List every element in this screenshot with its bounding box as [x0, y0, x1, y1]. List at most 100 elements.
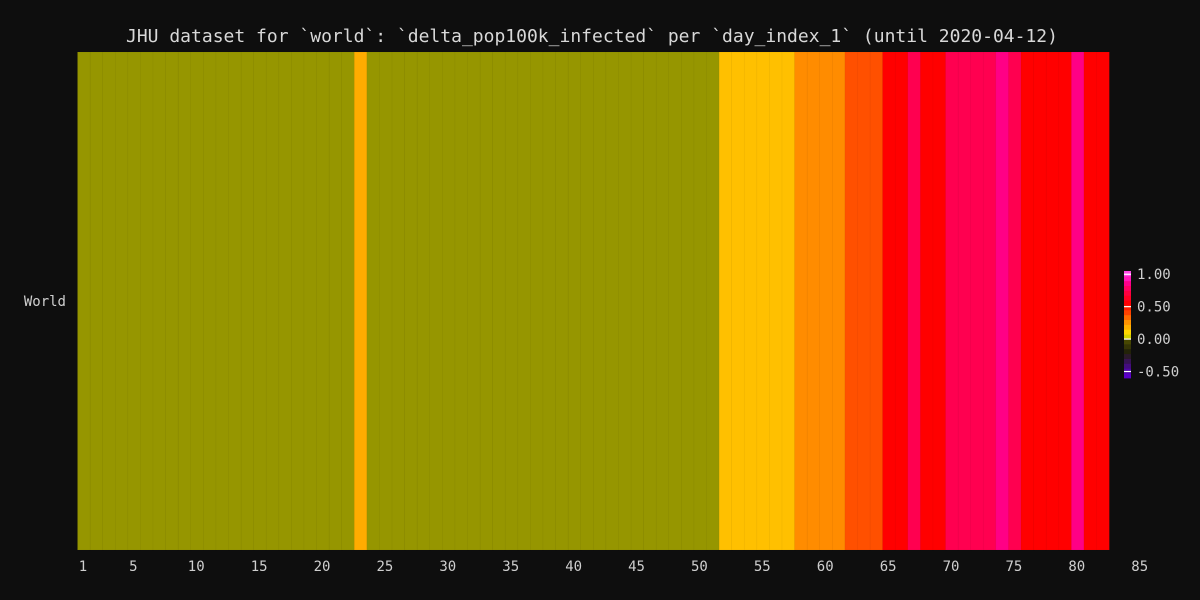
heatmap-cell [769, 51, 783, 551]
heatmap-cell [102, 51, 116, 551]
heatmap-cell [794, 51, 808, 551]
heatmap-cell [945, 51, 959, 551]
x-tick-label: 20 [314, 559, 331, 575]
x-tick-label: 1 [79, 559, 87, 575]
colorbar-segment [1124, 280, 1131, 286]
heatmap-cell [844, 51, 859, 551]
heatmap-cell [920, 51, 934, 551]
colorbar-segment [1124, 334, 1131, 340]
colorbar-segment [1124, 363, 1131, 369]
heatmap-cell [756, 51, 771, 551]
heatmap-cell [492, 51, 506, 551]
heatmap-cell [165, 51, 179, 551]
x-tick-label: 50 [691, 559, 708, 575]
heatmap-cell [1071, 51, 1085, 551]
colorbar-segment [1124, 324, 1131, 330]
heatmap-cell [681, 51, 695, 551]
heatmap-cell [228, 51, 242, 551]
colorbar-segment [1124, 300, 1131, 306]
heatmap-cell [316, 51, 330, 551]
x-tick-label: 80 [1068, 559, 1085, 575]
colorbar-segment [1124, 353, 1131, 359]
heatmap-cell [240, 51, 255, 551]
colorbar-tick-label: 1.00 [1137, 267, 1171, 283]
colorbar-ticks: -0.50 0.00 0.50 1.00 [1124, 267, 1179, 381]
heatmap-cell [907, 51, 921, 551]
heatmap-cell [190, 51, 204, 551]
heatmap-cell [215, 51, 230, 551]
heatmap-cell [328, 51, 343, 551]
heatmap-cell [442, 51, 456, 551]
x-tick-label: 70 [943, 559, 960, 575]
heatmap-cell [1058, 51, 1072, 551]
heatmap-cell [517, 51, 531, 551]
heatmap-cell [341, 51, 355, 551]
heatmap-cell [982, 51, 997, 551]
colorbar-tick-label: -0.50 [1137, 365, 1179, 381]
colorbar-segment [1124, 343, 1131, 350]
heatmap-cell [114, 51, 129, 551]
colorbar-segment [1124, 305, 1131, 311]
heatmap-cell [555, 51, 569, 551]
heatmap-cell [995, 51, 1010, 551]
heatmap-cell [706, 51, 720, 551]
colorbar-segment [1124, 285, 1131, 291]
heatmap-cell [743, 51, 758, 551]
colorbar-segment [1124, 271, 1131, 277]
x-tick-label: 30 [439, 559, 456, 575]
heatmap-cell [278, 51, 292, 551]
x-axis-ticks: 1 5 10 15 20 25 30 35 40 45 50 55 60 65 70 75 80 85 [79, 559, 1148, 575]
colorbar-segment [1124, 339, 1131, 345]
x-tick-label: 45 [628, 559, 645, 575]
heatmap-cell [693, 51, 708, 551]
heatmap-cell [77, 51, 91, 551]
heatmap-cell [89, 51, 104, 551]
colorbar-segment [1124, 368, 1131, 374]
heatmap-cell [203, 51, 217, 551]
colorbar-segment [1124, 373, 1131, 379]
heatmap-cell [366, 51, 381, 551]
heatmap-cell [265, 51, 280, 551]
x-tick-label: 25 [376, 559, 393, 575]
heatmap-cell [152, 51, 167, 551]
colorbar-tick-label: 0.00 [1137, 332, 1171, 348]
heatmap-cell [932, 51, 947, 551]
heatmap-cell [404, 51, 418, 551]
x-tick-label: 35 [502, 559, 519, 575]
x-tick-label: 10 [188, 559, 205, 575]
colorbar-segment [1124, 275, 1131, 282]
heatmap-cell [1008, 51, 1022, 551]
heatmap-cell [454, 51, 469, 551]
heatmap-cell [819, 51, 833, 551]
heatmap-cell [504, 51, 519, 551]
heatmap-cell [1020, 51, 1035, 551]
colorbar-segment [1124, 295, 1131, 301]
colorbar-segment [1124, 309, 1131, 316]
x-tick-label: 75 [1005, 559, 1022, 575]
heatmap-cell [379, 51, 393, 551]
x-tick-label: 55 [754, 559, 771, 575]
heatmap-cell [140, 51, 154, 551]
heatmap-cell [643, 51, 657, 551]
heatmap-cell [668, 51, 682, 551]
heatmap-cell [530, 51, 544, 551]
heatmap-cell [957, 51, 972, 551]
heatmap-cell [542, 51, 557, 551]
heatmap-cell [1045, 51, 1060, 551]
x-tick-label: 15 [251, 559, 268, 575]
heatmap-cell [970, 51, 984, 551]
heatmap-cell [630, 51, 645, 551]
x-tick-label: 5 [129, 559, 137, 575]
colorbar-segment [1124, 358, 1131, 364]
heatmap-cell [618, 51, 632, 551]
heatmap-cell [479, 51, 494, 551]
x-tick-label: 65 [880, 559, 897, 575]
heatmap-cell [592, 51, 607, 551]
x-tick-label: 60 [817, 559, 834, 575]
heatmap-cell [567, 51, 582, 551]
heatmap-cell [806, 51, 821, 551]
heatmap-cell [253, 51, 267, 551]
heatmap-cell [869, 51, 884, 551]
heatmap-cell [894, 51, 909, 551]
